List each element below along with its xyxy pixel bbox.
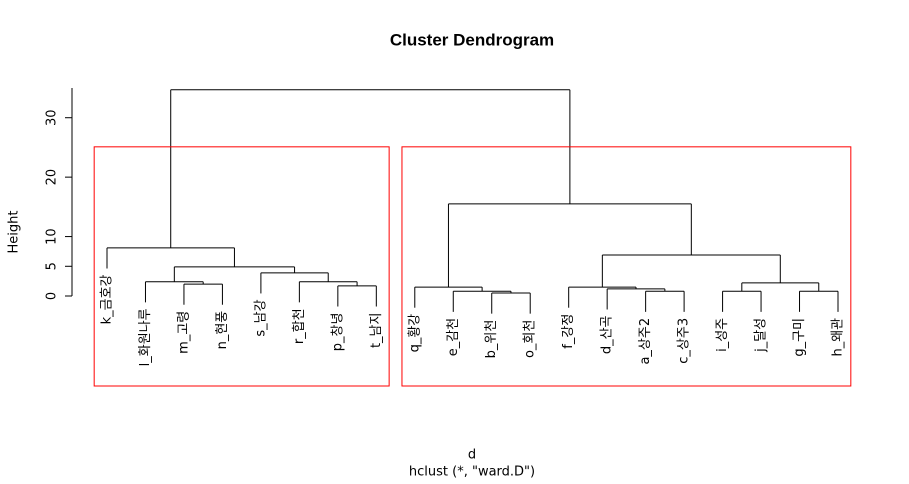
y-tick-label: 10 — [45, 228, 60, 245]
leaf-label: c_상주3 — [677, 318, 692, 364]
x-axis-label: d — [468, 448, 476, 463]
leaf-label: i_성주 — [715, 318, 730, 352]
leaf-label: m_고령 — [176, 311, 191, 354]
cluster-rect — [401, 146, 852, 387]
leaf-label: p_창녕 — [330, 313, 345, 352]
leaf-label: o_회천 — [523, 320, 538, 358]
leaf-label: f_강정 — [561, 314, 576, 349]
subtitle: hclust (*, "ward.D") — [409, 465, 535, 480]
leaf-label: e_감천 — [446, 318, 461, 356]
leaf-label: s_남강 — [253, 299, 268, 336]
leaf-label: l_화원나루 — [138, 308, 153, 366]
y-tick-label: 30 — [45, 109, 60, 126]
y-axis-label: Height — [7, 211, 22, 254]
leaf-label: r_합천 — [292, 308, 307, 344]
leaf-label: n_현풍 — [215, 311, 230, 350]
cluster-rect — [93, 146, 390, 387]
leaf-label: q_황강 — [407, 314, 422, 353]
leaf-label: g_구미 — [792, 318, 807, 357]
leaf-label: h_왜관 — [831, 318, 846, 357]
leaf-label: b_위천 — [484, 320, 499, 359]
chart-title: Cluster Dendrogram — [390, 30, 554, 49]
leaf-label: j_달성 — [754, 318, 769, 353]
leaf-label: t_남지 — [369, 313, 384, 349]
y-tick-label: 0 — [45, 292, 60, 300]
y-tick-label: 20 — [45, 169, 60, 186]
leaf-label: a_상주2 — [638, 318, 653, 365]
leaf-label: d_산곡 — [600, 315, 615, 354]
y-tick-label: 5 — [45, 262, 60, 270]
leaf-label: k_금호강 — [100, 274, 115, 324]
